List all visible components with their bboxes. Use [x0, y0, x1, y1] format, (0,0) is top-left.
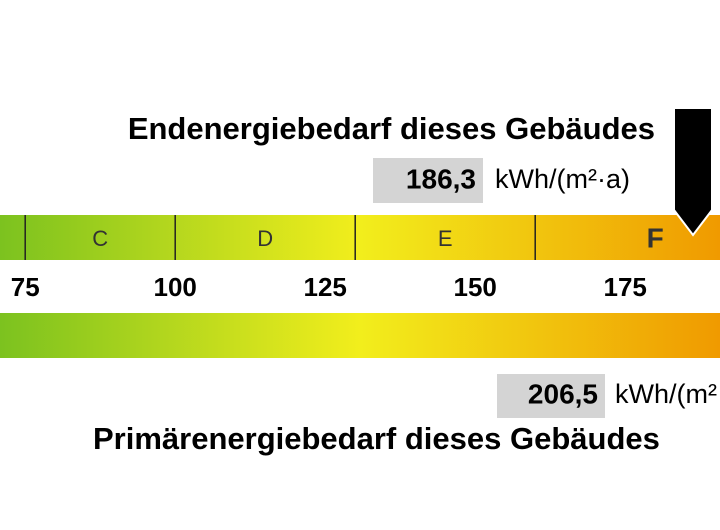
x-tick-label: 100 — [154, 272, 197, 302]
x-tick-label: 75 — [11, 272, 40, 302]
x-tick-label: 175 — [604, 272, 647, 302]
top-value: 186,3 — [406, 163, 476, 194]
bottom-unit: kWh/(m²·a) — [615, 379, 720, 409]
x-tick-label: 150 — [454, 272, 497, 302]
value-arrow — [673, 107, 713, 237]
top-unit: kWh/(m²·a) — [495, 164, 630, 194]
class-label: F — [647, 222, 664, 253]
scale-bar-bottom — [0, 313, 720, 358]
bottom-value: 206,5 — [528, 378, 598, 409]
top-value-box — [373, 158, 483, 203]
bottom-value-box — [497, 374, 605, 418]
top-title: Endenergiebedarf dieses Gebäudes — [128, 111, 655, 146]
class-label: D — [257, 226, 273, 251]
class-label: E — [438, 226, 453, 251]
bottom-title: Primärenergiebedarf dieses Gebäudes — [93, 421, 660, 456]
scale-bar-top — [0, 215, 720, 260]
class-label: C — [92, 226, 108, 251]
x-tick-label: 125 — [304, 272, 347, 302]
